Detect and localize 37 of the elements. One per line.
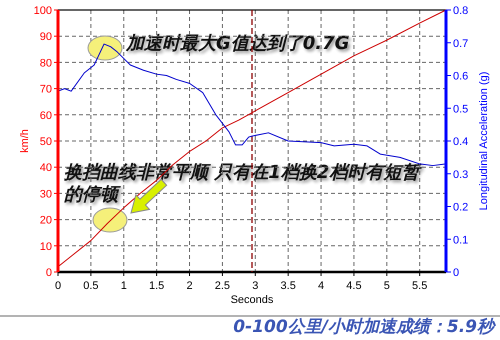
x-tick-label: 5 — [384, 280, 390, 292]
y-tick-label: 0 — [46, 267, 52, 279]
y-tick-label: 20 — [40, 214, 52, 227]
y-tick-label: 60 — [40, 110, 52, 122]
x-axis-title: Seconds — [230, 294, 274, 306]
y2-tick-label: 0.3 — [453, 168, 468, 181]
text: 0-100公里/小时加速成绩：5.9秒 — [232, 317, 494, 337]
y2-tick-label: 0.5 — [453, 103, 468, 116]
x-tick-label: 1.5 — [148, 280, 164, 292]
x-tick-label: 3 — [252, 280, 258, 292]
y-tick-label: 30 — [40, 188, 52, 200]
x-tick-label: 4 — [318, 280, 324, 292]
y-tick-label: 10 — [40, 240, 52, 253]
y-tick-label: 100 — [34, 5, 52, 17]
y-axis-title: km/h — [19, 129, 31, 153]
y-tick-label: 90 — [40, 31, 52, 44]
y2-tick-label: 0.1 — [453, 234, 468, 246]
y2-axis-title: Longitudinal Acceleration (g) — [478, 72, 490, 210]
y2-tick-label: 0.7 — [453, 38, 468, 50]
x-tick-label: 1 — [120, 280, 127, 292]
y2-tick-label: 0.2 — [453, 202, 468, 214]
x-tick-label: 5.5 — [412, 280, 428, 292]
y2-tick-label: 0.6 — [453, 70, 468, 82]
y-tick-label: 40 — [40, 162, 52, 174]
y2-tick-label: 0.8 — [453, 5, 468, 17]
x-tick-label: 0.5 — [83, 280, 99, 292]
line-series — [58, 10, 446, 268]
x-tick-label: 0 — [54, 280, 62, 292]
y-tick-label: 50 — [40, 136, 52, 148]
y2-tick-label: 0 — [453, 267, 460, 279]
y2-tick-label: 0.4 — [453, 136, 468, 148]
y-tick-label: 80 — [40, 57, 52, 70]
x-tick-label: 3.5 — [280, 280, 296, 292]
x-tick-label: 4.5 — [346, 280, 362, 292]
y-tick-label: 70 — [40, 84, 52, 96]
x-tick-label: 2 — [186, 280, 193, 292]
x-tick-label: 2.5 — [214, 280, 230, 292]
